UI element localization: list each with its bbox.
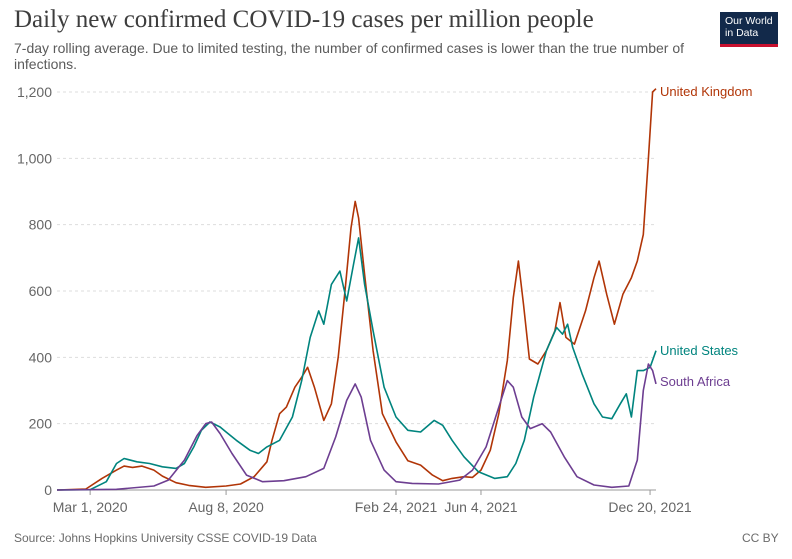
series-label-south-africa[interactable]: South Africa	[660, 374, 731, 389]
y-tick-label: 0	[44, 482, 52, 498]
series-line-south-africa[interactable]	[56, 363, 657, 491]
chart-subtitle: 7-day rolling average. Due to limited te…	[14, 40, 685, 72]
our-world-in-data-logo[interactable]: Our World in Data	[720, 12, 778, 47]
y-tick-label: 1,200	[17, 84, 52, 100]
x-tick-label: Feb 24, 2021	[355, 499, 438, 515]
y-tick-label: 400	[29, 349, 53, 365]
y-tick-label: 200	[29, 416, 53, 432]
y-tick-label: 1,000	[17, 150, 52, 166]
x-tick-label: Jun 4, 2021	[444, 499, 517, 515]
x-tick-label: Dec 20, 2021	[608, 499, 691, 515]
license-link[interactable]: CC BY	[742, 531, 779, 545]
logo-line-1: Our World	[725, 15, 773, 27]
y-tick-label: 800	[29, 217, 53, 233]
series-line-united-states[interactable]	[56, 237, 657, 491]
x-tick-label: Aug 8, 2020	[188, 499, 264, 515]
series-line-united-kingdom[interactable]	[56, 88, 657, 491]
x-tick-label: Mar 1, 2020	[53, 499, 128, 515]
source-note: Source: Johns Hopkins University CSSE CO…	[14, 531, 317, 545]
series-label-united-states[interactable]: United States	[660, 343, 739, 358]
y-tick-label: 600	[29, 283, 53, 299]
logo-line-2: in Data	[725, 27, 759, 39]
chart-title: Daily new confirmed COVID-19 cases per m…	[14, 6, 594, 33]
series-label-united-kingdom[interactable]: United Kingdom	[660, 84, 753, 99]
